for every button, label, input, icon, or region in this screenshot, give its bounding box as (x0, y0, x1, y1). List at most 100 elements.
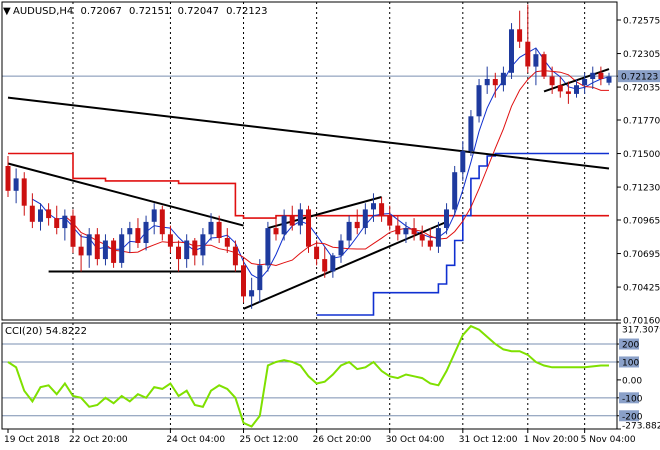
candle-body (460, 151, 466, 173)
candle (411, 218, 417, 241)
candle-body (541, 54, 547, 77)
price-tick-label: 0.71500 (623, 150, 660, 160)
candle-body (387, 215, 393, 226)
price-tick-label: 0.72035 (623, 84, 660, 94)
candle-body (598, 72, 604, 79)
candle (5, 156, 11, 198)
candle-body (468, 116, 474, 152)
candle (509, 23, 514, 80)
cci-level-marker (619, 392, 639, 404)
candle-body (38, 209, 43, 222)
candle-body (257, 265, 263, 291)
candle-body (403, 228, 409, 235)
chart-collapse-arrow-icon[interactable]: ▼ (3, 6, 11, 17)
candle-body (13, 178, 19, 191)
candle-body (46, 209, 52, 219)
candle (127, 221, 133, 253)
candle (387, 205, 393, 231)
candle-body (5, 166, 11, 191)
candle (476, 79, 482, 123)
cci-level-marker (619, 356, 639, 368)
candle-body (606, 76, 612, 83)
candle-body (411, 228, 417, 235)
candle (102, 234, 108, 266)
price-tick-label: 0.71770 (623, 117, 660, 127)
cci-title: CCI(20) 54.8222 (5, 326, 87, 337)
candle-body (273, 228, 279, 235)
candle (314, 240, 320, 266)
candle (468, 110, 474, 157)
candle-body (346, 221, 352, 241)
candle (574, 79, 579, 98)
candle-body (184, 240, 190, 260)
trendline (267, 196, 382, 230)
candle-body (249, 290, 255, 297)
time-tick-label: 22 Oct 20:00 (69, 435, 128, 445)
candle (29, 193, 35, 229)
candle-body (565, 91, 571, 94)
candle-body (29, 205, 35, 222)
slow-average-line (64, 70, 609, 267)
candle-body (306, 209, 311, 247)
candle (224, 228, 230, 253)
candle (257, 259, 263, 303)
cci-tick-label: -100 (622, 394, 643, 404)
price-tick-label: 0.70425 (623, 284, 660, 294)
candle-body (208, 221, 214, 235)
candle (273, 215, 279, 241)
time-tick-label: 30 Oct 04:00 (386, 435, 445, 445)
candle-body (371, 203, 376, 210)
candle (427, 228, 433, 251)
trendline (7, 96, 610, 170)
trendline (243, 220, 447, 310)
candle-body (362, 209, 368, 228)
candle-body (70, 215, 76, 247)
candle-body (167, 234, 173, 247)
candle-body (582, 79, 588, 86)
candle (330, 252, 336, 278)
candle (241, 259, 246, 303)
candlesticks[interactable] (5, 4, 612, 309)
candle (249, 277, 255, 309)
cci-level-marker (619, 410, 639, 422)
candle-body (54, 218, 60, 228)
candle-body (232, 246, 238, 266)
current-price-label: 0.72123 (621, 73, 658, 83)
candle (46, 203, 52, 226)
candle (86, 228, 92, 268)
candle-body (314, 246, 320, 260)
cci-tick-label: -200 (622, 412, 643, 422)
low-value: 0.72047 (178, 6, 219, 17)
candle (184, 234, 190, 268)
candle-body (354, 221, 360, 229)
candle-body (143, 221, 149, 243)
candle (565, 81, 571, 104)
candle-body (444, 209, 449, 228)
candle-body (574, 85, 579, 94)
candle-body (102, 240, 108, 260)
candle-body (435, 228, 441, 247)
candle (525, 4, 531, 73)
candle (379, 197, 385, 222)
candle (557, 76, 563, 98)
time-tick-label: 31 Oct 12:00 (459, 435, 518, 445)
candle-body (517, 29, 523, 42)
candle (500, 66, 506, 92)
candle (452, 165, 458, 216)
candle-body (127, 228, 133, 235)
candle-body (509, 29, 514, 73)
candle (151, 203, 157, 235)
candle-body (119, 234, 125, 263)
candle-body (452, 172, 458, 210)
candle (62, 209, 68, 241)
time-tick-label: 26 Oct 20:00 (313, 435, 372, 445)
trendline (7, 162, 244, 227)
candle (297, 203, 303, 235)
candle (176, 240, 181, 272)
candle-body (200, 234, 206, 256)
candle (70, 209, 76, 253)
candle-body (590, 72, 596, 79)
candle-body (241, 265, 246, 297)
candle (143, 215, 149, 251)
